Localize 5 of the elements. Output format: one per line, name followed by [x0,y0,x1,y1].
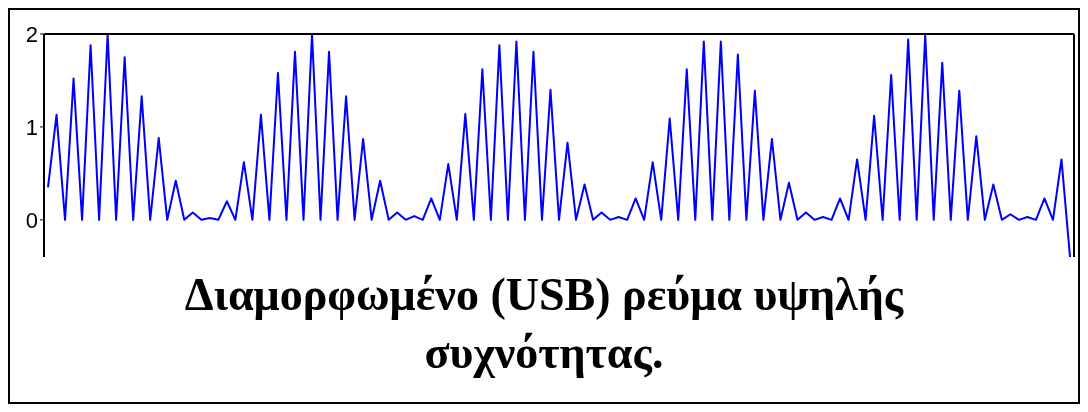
text: Διαμορφωμένο (USB) ρεύμα υψηλής συχνότητας. [183,268,905,380]
y-tick-label: 2 [25,21,38,47]
y-tick-label: 0 [25,207,38,233]
y-tick-label: 1 [25,114,38,140]
line-series [47,34,1071,257]
